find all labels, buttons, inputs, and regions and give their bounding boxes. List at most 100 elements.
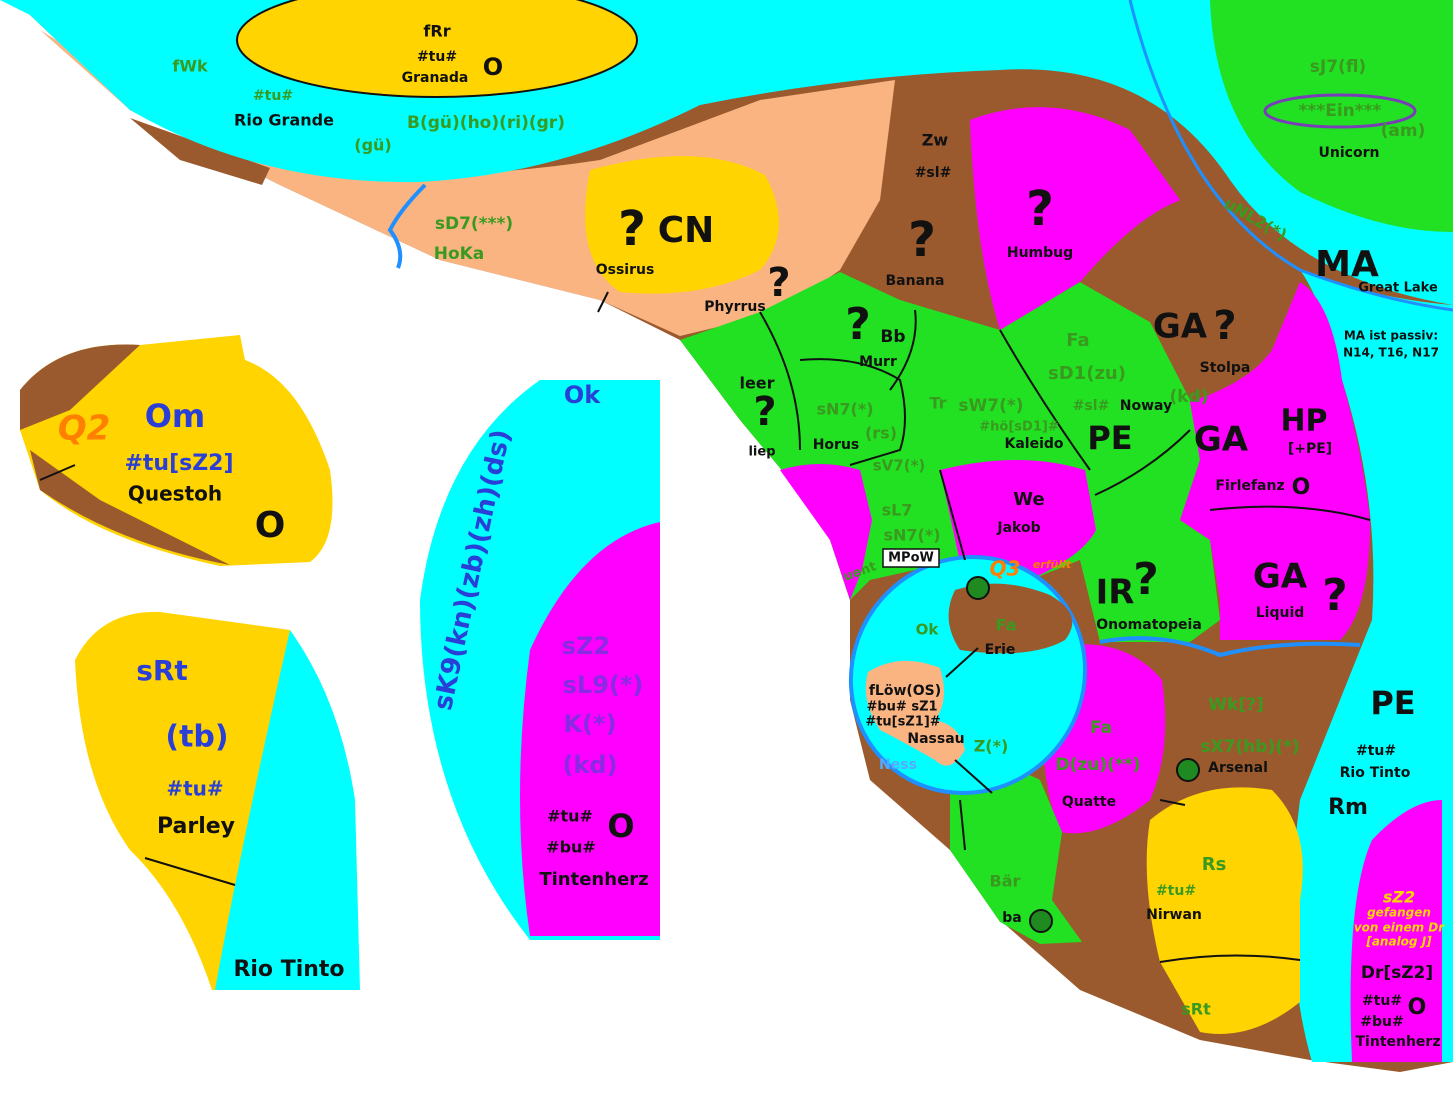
- map-label: #tu#: [1156, 883, 1196, 899]
- map-label: fLöw(OS): [869, 683, 941, 699]
- map-label: Rio Tinto: [233, 957, 344, 982]
- map-label: ?: [908, 212, 936, 268]
- map-label: [+PE]: [1288, 441, 1332, 457]
- map-label: MA: [1315, 244, 1379, 285]
- map-label: sX7(hb)(*): [1200, 737, 1299, 757]
- map-label: ?: [1133, 554, 1159, 605]
- map-label: liep: [748, 445, 775, 460]
- map-label: sJ7(fl): [1310, 57, 1366, 77]
- map-label: K(*): [563, 710, 616, 738]
- map-label: (tb): [165, 720, 228, 755]
- map-label: Ness: [879, 757, 917, 773]
- map-label: sRt: [1181, 1000, 1211, 1019]
- map-label: Rio Grande: [234, 111, 334, 130]
- map-label: #bu#: [1360, 1014, 1403, 1030]
- map-label: sZ2: [562, 632, 610, 660]
- map-label: Erie: [985, 642, 1016, 658]
- map-label: Bb: [880, 327, 905, 347]
- map-label: ?: [845, 299, 871, 350]
- map-label: Phyrrus: [704, 299, 765, 315]
- map-label: Firlefanz: [1215, 478, 1284, 494]
- map-label: Ok: [916, 621, 940, 639]
- map-label: MPoW: [888, 551, 934, 566]
- map-label: #hö[sD1]#: [979, 420, 1059, 435]
- map-label: #tu#: [417, 49, 457, 65]
- map-label: GA: [1153, 307, 1208, 347]
- map-label: ?: [618, 201, 646, 257]
- map-label: Bär: [990, 872, 1021, 891]
- map-label: sN7(*): [883, 526, 940, 545]
- map-label: Liquid: [1256, 605, 1305, 621]
- map-label: sW7(*): [958, 396, 1023, 416]
- map-label: sD7(***): [435, 214, 513, 234]
- map-label: sZ2: [1383, 888, 1415, 907]
- map-label: Q2: [58, 409, 111, 449]
- map-label: #tu#: [1356, 743, 1396, 759]
- map-label: ***Ein***: [1299, 101, 1382, 121]
- map-label: #tu#: [547, 807, 593, 826]
- map-label: Q3: [990, 557, 1021, 581]
- map-label: #tu[sZ1]#: [865, 715, 940, 730]
- map-label: Kaleido: [1004, 436, 1063, 452]
- map-label: sL7: [882, 501, 913, 520]
- map-label: B(gü)(ho)(ri)(gr): [407, 113, 565, 133]
- map-label: Z(*): [974, 737, 1009, 756]
- map-label: ?: [1213, 303, 1236, 349]
- map-label: HoKa: [434, 244, 485, 264]
- map-label: #tu[sZ2]: [124, 451, 233, 476]
- map-label: Parley: [157, 814, 235, 839]
- map-label: D(zu)(**): [1056, 755, 1141, 775]
- map-label: Stolpa: [1200, 360, 1251, 376]
- map-label: Ok: [564, 381, 601, 409]
- map-label: HP: [1280, 404, 1327, 439]
- map-label: O: [1292, 475, 1311, 500]
- map-label: #tu#: [166, 777, 223, 801]
- map-label: Tintenherz: [539, 869, 648, 890]
- map-label: (rs): [865, 424, 897, 443]
- map-label: PE: [1370, 684, 1415, 722]
- regions: [0, 0, 1453, 1072]
- map-label: Fa: [1066, 330, 1089, 351]
- map-label: Fa: [996, 616, 1017, 635]
- map-label: O: [255, 505, 286, 546]
- map-label: Nassau: [907, 731, 964, 747]
- map-label: sRt: [136, 654, 188, 687]
- map-label: Tintenherz: [1356, 1034, 1441, 1050]
- map-label: PE: [1087, 419, 1132, 457]
- map-label: #bu# sZ1: [866, 700, 937, 715]
- map-label: sD1(zu): [1048, 363, 1126, 384]
- map-label: N14, T16, N17: [1343, 346, 1439, 360]
- map-label: Quatte: [1062, 794, 1116, 810]
- map-label: Nirwan: [1146, 907, 1202, 923]
- map-label: #sl#: [915, 165, 952, 181]
- map-label: IR: [1096, 573, 1135, 613]
- map-label: Noway: [1120, 398, 1172, 414]
- map-label: von einem Dr: [1354, 921, 1445, 935]
- map-label: erfüllt: [1033, 558, 1072, 571]
- map-label: O: [1408, 995, 1427, 1020]
- map-label: #sl#: [1073, 398, 1110, 414]
- map-label: Rs: [1202, 854, 1227, 875]
- map-label: GA: [1194, 420, 1249, 460]
- map-label: ?: [1026, 181, 1054, 237]
- map-label: #tu#: [253, 88, 293, 104]
- map-label: Great Lake: [1358, 281, 1438, 296]
- map-label: gefangen: [1367, 906, 1431, 920]
- map-label: ?: [1322, 570, 1348, 621]
- map-label: Granada: [402, 70, 469, 86]
- map-label: ?: [753, 389, 776, 435]
- map-label: Fa: [1090, 718, 1112, 738]
- map-label: Murr: [859, 354, 897, 370]
- supply-center: [1030, 910, 1052, 932]
- map-label: Questoh: [128, 482, 222, 506]
- map-label: We: [1013, 489, 1044, 510]
- map-label: Rio Tinto: [1340, 765, 1411, 781]
- map-label: Dr[sZ2]: [1361, 963, 1433, 983]
- map-label: (kd): [1169, 387, 1208, 407]
- supply-center: [967, 577, 989, 599]
- map-label: MA ist passiv:: [1344, 329, 1438, 343]
- map-label: Horus: [813, 437, 860, 453]
- map-label: Rm: [1328, 795, 1368, 820]
- map-label: O: [483, 53, 503, 81]
- page: {"labels":["fRr","#tu#","Granada","O","f…: [0, 0, 1453, 1106]
